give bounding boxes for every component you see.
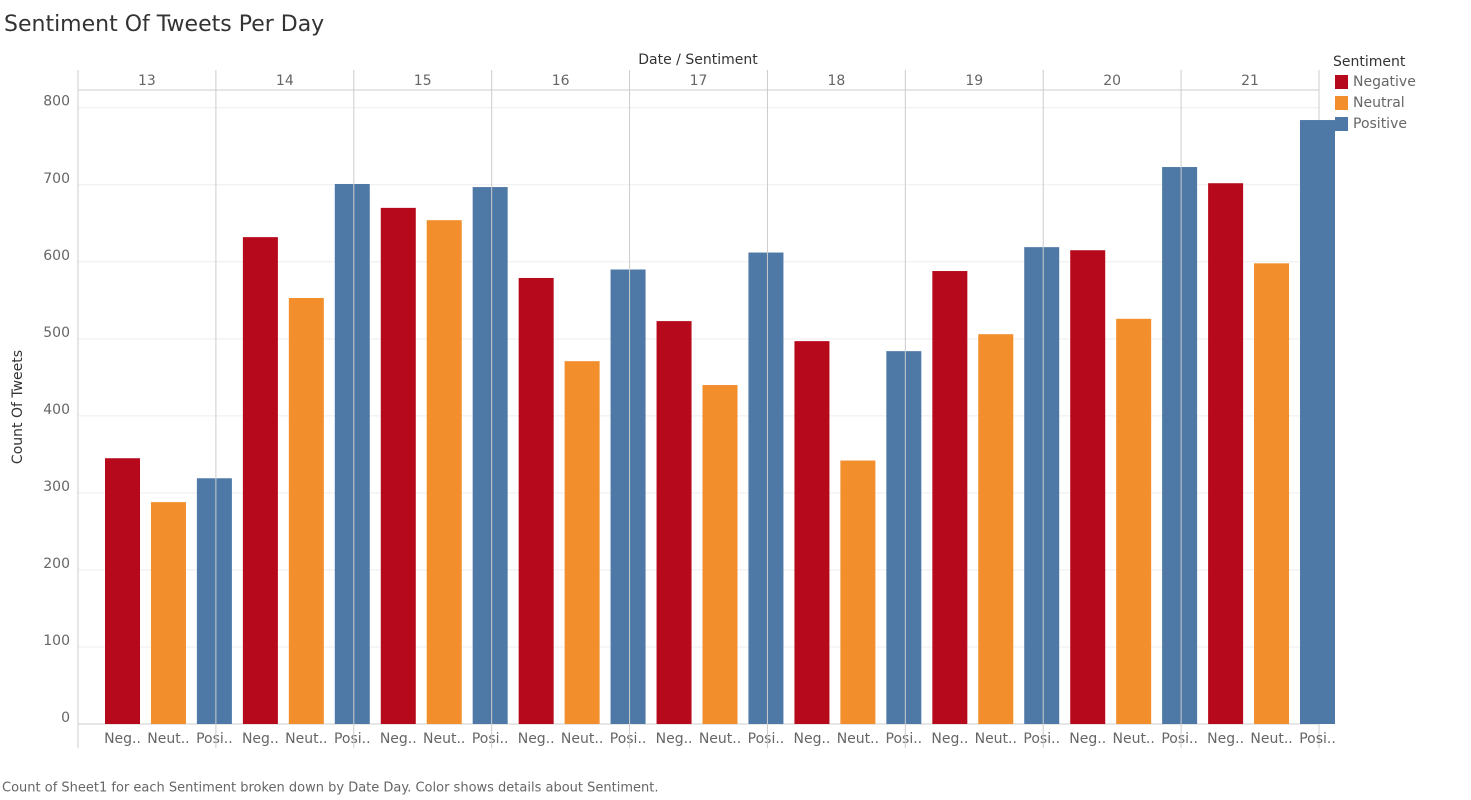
x-tick-label: Posi..	[1023, 731, 1060, 747]
legend-swatch	[1335, 96, 1348, 110]
bar	[518, 277, 554, 724]
day-label: 21	[1241, 73, 1259, 89]
bar	[1116, 318, 1152, 724]
bar	[150, 502, 186, 724]
bar	[380, 207, 416, 725]
x-tick-label: Posi..	[196, 731, 233, 747]
bar	[840, 460, 876, 724]
column-header: Date / Sentiment	[638, 52, 758, 68]
bar	[794, 341, 830, 724]
x-tick-label: Posi..	[334, 731, 371, 747]
x-tick-label: Neg..	[242, 731, 279, 747]
x-tick-label: Posi..	[1299, 731, 1336, 747]
y-tick-label: 800	[43, 94, 70, 110]
legend-label: Negative	[1353, 74, 1416, 90]
x-tick-label: Neut..	[1250, 731, 1292, 747]
x-tick-label: Posi..	[1161, 731, 1198, 747]
day-label: 17	[690, 73, 708, 89]
x-tick-label: Neg..	[1069, 731, 1106, 747]
x-tick-label: Neut..	[561, 731, 603, 747]
x-tick-label: Neg..	[794, 731, 831, 747]
y-tick-label: 300	[43, 479, 70, 495]
x-tick-label: Neg..	[380, 731, 417, 747]
x-tick-label: Posi..	[886, 731, 923, 747]
bar	[1300, 120, 1335, 724]
day-label: 15	[414, 73, 432, 89]
bar	[1208, 183, 1244, 724]
bar	[334, 183, 370, 725]
bar	[748, 252, 784, 724]
x-tick-label: Neut..	[147, 731, 189, 747]
bar	[1254, 263, 1290, 724]
bar	[978, 334, 1014, 724]
x-tick-label: Posi..	[748, 731, 785, 747]
bar	[426, 220, 462, 724]
y-tick-label: 500	[43, 325, 70, 341]
x-tick-label: Neg..	[104, 731, 141, 747]
x-tick-label: Posi..	[610, 731, 647, 747]
y-tick-label: 700	[43, 171, 70, 187]
legend-label: Positive	[1353, 116, 1407, 132]
caption: Count of Sheet1 for each Sentiment broke…	[2, 781, 658, 796]
y-tick-label: 400	[43, 402, 70, 418]
y-tick-label: 0	[61, 710, 70, 726]
bar	[196, 478, 232, 724]
x-tick-label: Posi..	[472, 731, 509, 747]
day-label: 16	[552, 73, 570, 89]
y-tick-label: 200	[43, 556, 70, 572]
y-tick-label: 600	[43, 248, 70, 264]
y-tick-label: 100	[43, 633, 70, 649]
bar	[288, 297, 324, 724]
bar	[105, 458, 140, 724]
bar	[472, 187, 508, 724]
y-axis-title: Count Of Tweets	[10, 350, 26, 464]
bar	[242, 237, 278, 724]
x-tick-label: Neut..	[837, 731, 879, 747]
day-label: 19	[965, 73, 983, 89]
legend-title: Sentiment	[1333, 54, 1406, 70]
bar	[1070, 250, 1106, 725]
x-tick-label: Neg..	[656, 731, 693, 747]
bar	[1162, 167, 1198, 725]
x-tick-label: Neut..	[423, 731, 465, 747]
x-tick-label: Neg..	[1207, 731, 1244, 747]
day-label: 18	[827, 73, 845, 89]
legend-label: Neutral	[1353, 95, 1405, 111]
x-tick-label: Neut..	[699, 731, 741, 747]
bar	[702, 385, 738, 724]
day-label: 20	[1103, 73, 1121, 89]
day-label: 14	[276, 73, 294, 89]
bar	[932, 271, 968, 724]
x-tick-label: Neut..	[1112, 731, 1154, 747]
x-tick-label: Neg..	[518, 731, 555, 747]
bar	[656, 321, 692, 724]
legend-swatch	[1335, 117, 1348, 131]
bar	[886, 351, 922, 724]
bar	[564, 361, 600, 724]
x-tick-label: Neg..	[931, 731, 968, 747]
bar	[1024, 247, 1060, 724]
day-label: 13	[138, 73, 156, 89]
legend-swatch	[1335, 75, 1348, 89]
x-tick-label: Neut..	[285, 731, 327, 747]
chart-title: Sentiment Of Tweets Per Day	[4, 12, 324, 37]
bar	[610, 269, 646, 724]
x-tick-label: Neut..	[975, 731, 1017, 747]
